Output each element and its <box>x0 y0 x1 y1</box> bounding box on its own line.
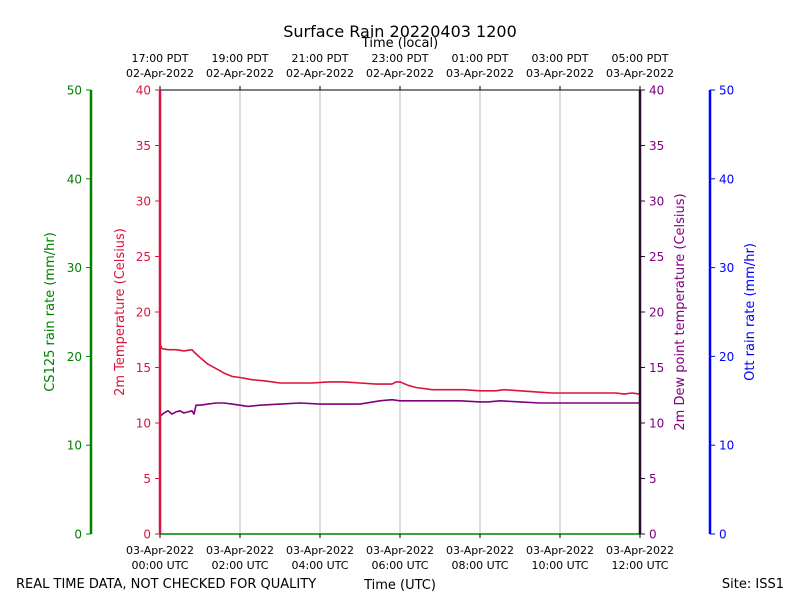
grid-lines <box>239 90 561 534</box>
x-tick-local-date: 03-Apr-2022 <box>606 67 674 80</box>
x-tick-local-time: 03:00 PDT <box>531 52 588 65</box>
ott-axis-tick-label: 20 <box>719 350 734 364</box>
ott-axis-tick-label: 0 <box>719 528 727 542</box>
ott-axis-tick-label: 40 <box>719 172 734 186</box>
x-tick-local-time: 17:00 PDT <box>131 52 188 65</box>
x-tick-local-date: 02-Apr-2022 <box>206 67 274 80</box>
data-series <box>159 343 641 417</box>
x-tick-local-time: 01:00 PDT <box>451 52 508 65</box>
x-tick-utc-date: 03-Apr-2022 <box>446 544 514 557</box>
temperature-axis-label: 2m Temperature (Celsius) <box>113 228 128 396</box>
x-tick-utc-date: 03-Apr-2022 <box>606 544 674 557</box>
chart-title: Surface Rain 20220403 1200 <box>283 22 517 41</box>
x-tick-local-time: 21:00 PDT <box>291 52 348 65</box>
x-tick-utc-date: 03-Apr-2022 <box>286 544 354 557</box>
x-tick-utc-time: 08:00 UTC <box>451 559 508 572</box>
axes: 03-Apr-2022 00:00 UTC 03-Apr-2022 02:00 UTC… <box>67 52 735 572</box>
temperature-axis-tick-label: 25 <box>136 250 151 264</box>
x-tick-utc-time: 12:00 UTC <box>611 559 668 572</box>
dewpoint-series-line <box>159 398 640 417</box>
ott-axis-tick-label: 30 <box>719 261 734 275</box>
dewpoint-axis-tick-label: 5 <box>649 472 657 486</box>
x-axis-label: Time (UTC) <box>363 578 436 593</box>
x-tick-local-time: 05:00 PDT <box>611 52 668 65</box>
footer-site: Site: ISS1 <box>722 577 784 592</box>
x-tick-utc-time: 04:00 UTC <box>291 559 348 572</box>
cs125-axis-label: CS125 rain rate (mm/hr) <box>43 232 58 392</box>
dewpoint-axis-tick-label: 0 <box>649 528 657 542</box>
dewpoint-axis-tick-label: 20 <box>649 306 664 320</box>
x-tick-local-time: 19:00 PDT <box>211 52 268 65</box>
ott-axis-tick-label: 10 <box>719 439 734 453</box>
ott-axis-label: Ott rain rate (mm/hr) <box>743 243 758 381</box>
cs125-axis-tick-label: 30 <box>67 261 82 275</box>
cs125-axis-tick-label: 20 <box>67 350 82 364</box>
temperature-axis-tick-label: 35 <box>136 139 151 153</box>
dewpoint-axis-tick-label: 30 <box>649 195 664 209</box>
footer-quality-note: REAL TIME DATA, NOT CHECKED FOR QUALITY <box>16 577 316 592</box>
x-tick-local-date: 02-Apr-2022 <box>366 67 434 80</box>
dewpoint-axis-tick-label: 15 <box>649 361 664 375</box>
x-tick-local-date: 02-Apr-2022 <box>126 67 194 80</box>
ott-axis-tick-label: 50 <box>719 84 734 98</box>
cs125-axis-tick-label: 40 <box>67 172 82 186</box>
dewpoint-axis-tick-label: 35 <box>649 139 664 153</box>
dewpoint-axis-tick-label: 40 <box>649 84 664 98</box>
temperature-series-line <box>159 343 641 395</box>
x-tick-local-date: 03-Apr-2022 <box>446 67 514 80</box>
x-tick-utc-time: 00:00 UTC <box>131 559 188 572</box>
dewpoint-axis-tick-label: 25 <box>649 250 664 264</box>
dewpoint-axis-tick-label: 10 <box>649 417 664 431</box>
temperature-axis-tick-label: 30 <box>136 195 151 209</box>
x-tick-utc-date: 03-Apr-2022 <box>366 544 434 557</box>
dewpoint-axis-label: 2m Dew point temperature (Celsius) <box>673 193 688 430</box>
temperature-axis-tick-label: 20 <box>136 306 151 320</box>
x-tick-utc-time: 06:00 UTC <box>371 559 428 572</box>
x-tick-utc-time: 10:00 UTC <box>531 559 588 572</box>
x-tick-local-date: 03-Apr-2022 <box>526 67 594 80</box>
temperature-axis-tick-label: 5 <box>143 472 151 486</box>
temperature-axis-tick-label: 15 <box>136 361 151 375</box>
cs125-axis-tick-label: 10 <box>67 439 82 453</box>
temperature-axis-tick-label: 10 <box>136 417 151 431</box>
temperature-axis-tick-label: 40 <box>136 84 151 98</box>
x-tick-local-time: 23:00 PDT <box>371 52 428 65</box>
cs125-axis-tick-label: 0 <box>74 528 82 542</box>
temperature-axis-tick-label: 0 <box>143 528 151 542</box>
x-tick-utc-date: 03-Apr-2022 <box>526 544 594 557</box>
x-tick-utc-time: 02:00 UTC <box>211 559 268 572</box>
x-tick-utc-date: 03-Apr-2022 <box>126 544 194 557</box>
x-tick-local-date: 02-Apr-2022 <box>286 67 354 80</box>
top-axis-label: Time (local) <box>361 36 438 51</box>
cs125-axis-tick-label: 50 <box>67 84 82 98</box>
x-tick-utc-date: 03-Apr-2022 <box>206 544 274 557</box>
